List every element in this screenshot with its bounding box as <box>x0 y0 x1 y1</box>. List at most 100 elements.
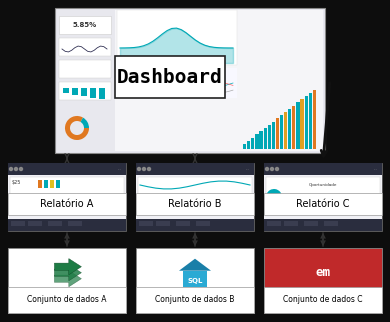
Bar <box>305 96 308 149</box>
Bar <box>8 219 126 231</box>
Bar <box>156 221 170 226</box>
Bar <box>259 131 262 149</box>
Bar <box>8 287 126 313</box>
Bar <box>59 16 111 34</box>
Bar <box>266 177 380 195</box>
Bar <box>136 193 254 215</box>
Bar <box>264 128 267 149</box>
Bar <box>8 193 126 215</box>
Text: ...: ... <box>373 167 377 171</box>
Bar <box>10 177 124 195</box>
Text: ...: ... <box>117 167 121 171</box>
Bar <box>81 88 87 96</box>
Bar <box>288 109 291 149</box>
Polygon shape <box>54 270 82 287</box>
Bar <box>136 163 254 175</box>
Bar <box>139 221 153 226</box>
Bar <box>38 180 42 188</box>
Circle shape <box>20 167 23 171</box>
Circle shape <box>14 167 18 171</box>
Text: Relatório C: Relatório C <box>296 199 350 209</box>
Bar <box>264 175 382 219</box>
Circle shape <box>266 167 268 171</box>
Bar <box>117 68 237 98</box>
Wedge shape <box>266 189 282 197</box>
Bar <box>44 180 48 188</box>
Bar <box>292 106 295 149</box>
Bar <box>72 88 78 94</box>
Bar <box>99 88 105 99</box>
Bar <box>50 180 54 188</box>
Polygon shape <box>54 259 82 275</box>
Bar <box>57 10 323 151</box>
Bar <box>267 221 281 226</box>
Text: Conjunto de dados C: Conjunto de dados C <box>283 296 363 305</box>
Text: Oportunidade: Oportunidade <box>309 183 337 187</box>
Bar <box>28 221 42 226</box>
Bar <box>68 221 82 226</box>
Bar <box>243 144 246 149</box>
Bar <box>324 221 338 226</box>
Bar <box>280 115 283 149</box>
Bar <box>138 177 252 195</box>
Wedge shape <box>80 118 89 128</box>
Bar <box>57 10 115 151</box>
Bar <box>90 88 96 98</box>
Bar <box>264 163 382 231</box>
Bar <box>8 248 126 313</box>
Bar <box>284 112 287 149</box>
Bar <box>196 221 210 226</box>
Bar <box>176 221 190 226</box>
Circle shape <box>138 167 140 171</box>
Bar <box>284 221 298 226</box>
Text: $25: $25 <box>12 179 21 185</box>
Text: SQL: SQL <box>187 278 203 284</box>
Circle shape <box>142 167 145 171</box>
Bar <box>136 175 254 219</box>
Polygon shape <box>179 259 211 271</box>
Bar <box>136 163 254 231</box>
Text: Relatório B: Relatório B <box>168 199 222 209</box>
Bar <box>313 90 316 149</box>
Bar <box>8 175 126 219</box>
Text: ...: ... <box>245 167 249 171</box>
Bar <box>264 219 382 231</box>
Bar <box>264 193 382 215</box>
Bar <box>55 8 325 153</box>
Bar <box>59 60 111 78</box>
Bar <box>247 141 250 149</box>
Bar <box>136 248 254 313</box>
Text: Conjunto de dados A: Conjunto de dados A <box>27 296 107 305</box>
Text: Relatório A: Relatório A <box>40 199 94 209</box>
Wedge shape <box>266 194 282 205</box>
Circle shape <box>147 167 151 171</box>
Bar <box>59 38 111 56</box>
Bar <box>63 88 69 93</box>
Circle shape <box>275 167 278 171</box>
Bar <box>136 219 254 231</box>
Bar <box>11 221 25 226</box>
Bar <box>276 118 279 149</box>
Bar <box>183 271 207 287</box>
Text: Dashboard: Dashboard <box>117 68 223 87</box>
Bar <box>251 137 254 149</box>
Wedge shape <box>65 116 89 140</box>
Bar <box>59 82 111 100</box>
Bar <box>268 125 271 149</box>
Bar <box>264 287 382 313</box>
Text: 5.85%: 5.85% <box>73 22 97 28</box>
Bar <box>8 163 126 231</box>
Bar <box>272 122 275 149</box>
Circle shape <box>9 167 12 171</box>
Polygon shape <box>54 265 82 281</box>
Bar <box>255 134 259 149</box>
Bar <box>56 180 60 188</box>
Bar <box>304 221 318 226</box>
Bar <box>8 163 126 175</box>
Bar <box>296 102 300 149</box>
Bar <box>308 93 312 149</box>
Bar <box>300 99 303 149</box>
Bar <box>117 10 237 65</box>
Bar <box>264 163 382 175</box>
Bar <box>115 56 225 98</box>
